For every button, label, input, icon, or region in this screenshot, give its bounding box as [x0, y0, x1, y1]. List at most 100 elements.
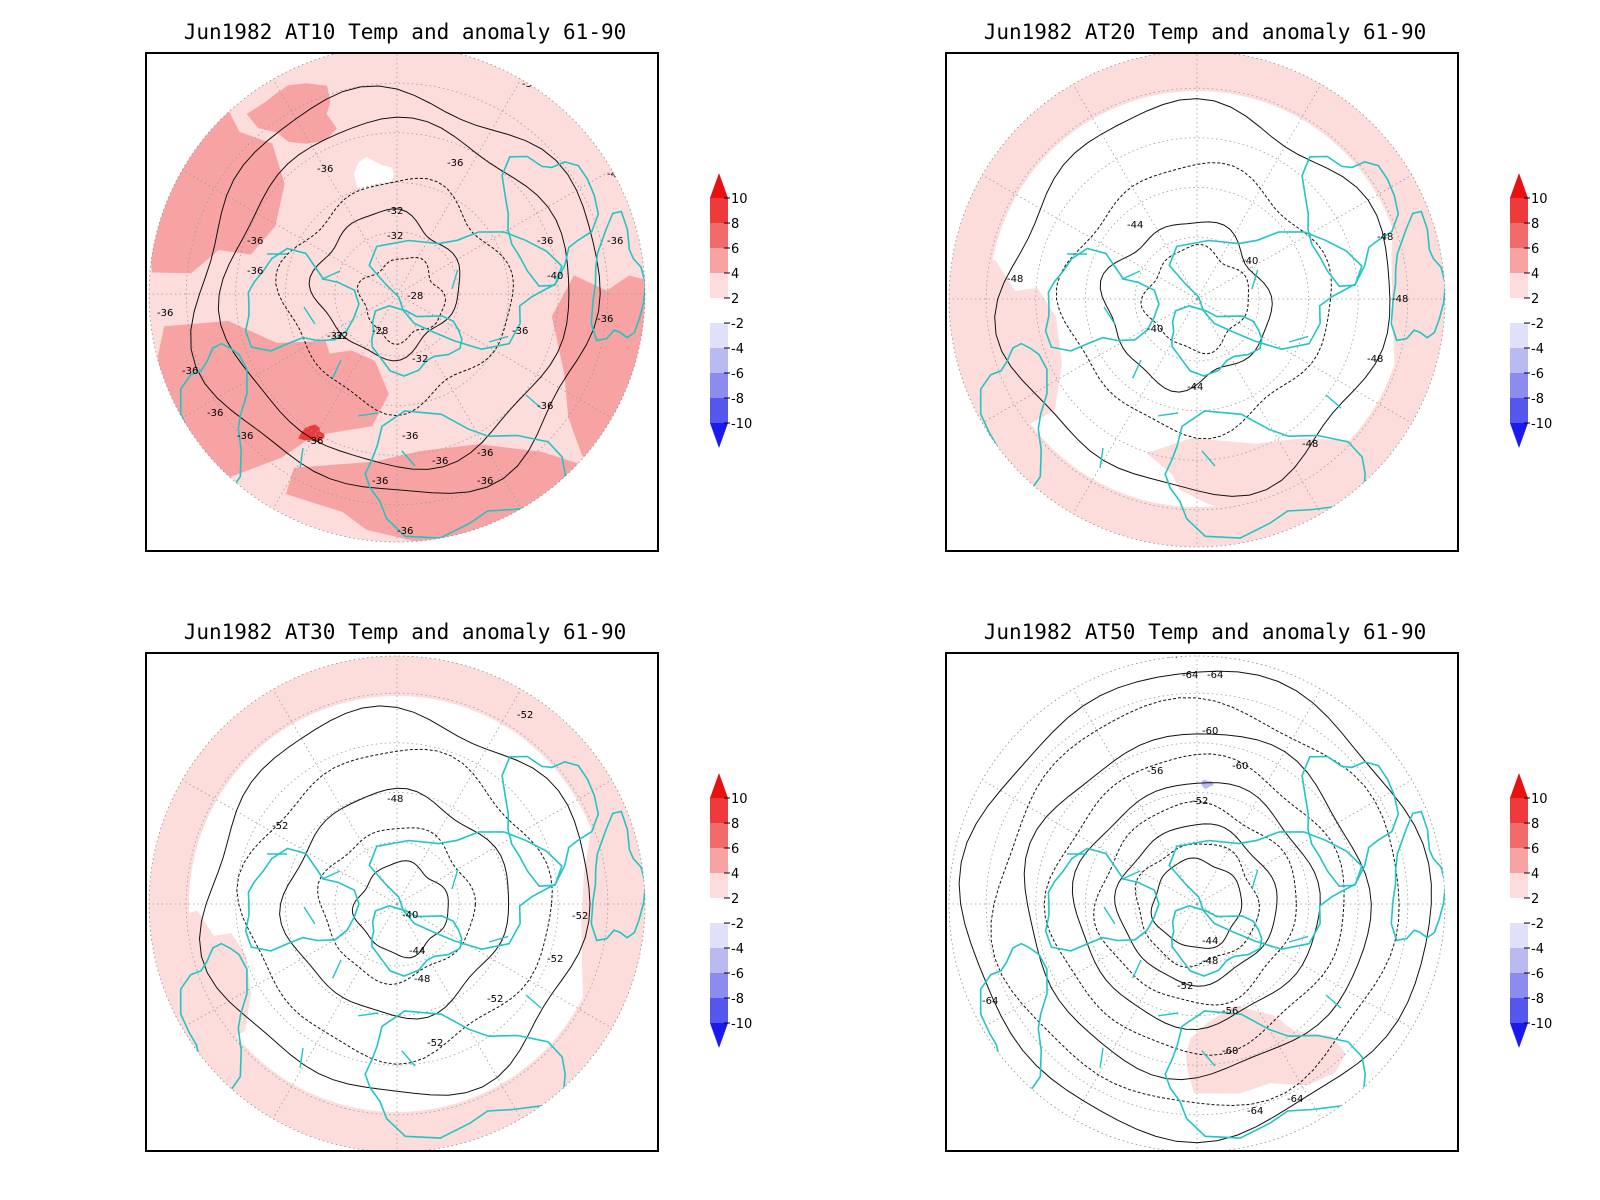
contour-label: -36 [182, 366, 198, 377]
country-border [1288, 335, 1309, 343]
colorbar-label: 2 [1531, 892, 1539, 907]
anomaly-shading [551, 275, 645, 506]
colorbar-segment [1510, 973, 1528, 998]
colorbar-segment [1510, 348, 1528, 373]
meridian-line [272, 79, 398, 295]
contour-label: -36 [597, 314, 613, 325]
temperature-contour [1140, 244, 1250, 355]
latitude-circle [1035, 137, 1359, 461]
coastline [1301, 755, 1400, 888]
temperature-contour [351, 860, 449, 959]
map-layers: -36-36-36-40-36-32-32 -36 -36-36-32-28-28-… [149, 54, 645, 542]
anomaly-shading [246, 83, 337, 144]
coastline [368, 831, 563, 951]
contour-label: -40 [1147, 324, 1163, 335]
contour-label: -60 [1232, 761, 1248, 772]
contour-label: -40 [607, 169, 623, 180]
latitude-circle [235, 742, 559, 1066]
colorbar-label: 6 [731, 842, 739, 857]
meridian-line [1072, 84, 1198, 300]
colorbar-segment [710, 198, 728, 223]
meridian-line [1072, 298, 1198, 514]
country-border [1103, 306, 1116, 325]
country-border [321, 270, 341, 280]
coastline [501, 755, 600, 888]
country-border [1099, 1047, 1104, 1068]
anomaly-shading [149, 321, 389, 480]
country-border [1251, 869, 1259, 890]
contour-label: -32 [387, 206, 403, 217]
colorbar-label: 2 [1531, 292, 1539, 307]
temperature-contour [1114, 823, 1278, 987]
colorbar-segment [710, 298, 728, 323]
colorbar-legend: 10 8 6 4 2 -2 -4 -6 -8 -10 [700, 770, 780, 1060]
coastline [1168, 231, 1363, 351]
latitude-circle [1035, 742, 1359, 1066]
colorbar-label: -8 [1531, 992, 1544, 1007]
contour-label: -28 [372, 326, 388, 337]
colorbar-arrow-down [1510, 423, 1528, 448]
map-boundary [148, 655, 646, 1150]
meridian-line [396, 689, 522, 905]
colorbar-segment [1510, 898, 1528, 923]
anomaly-shading [320, 245, 445, 354]
colorbar-segment [710, 823, 728, 848]
contour-label: -36 [537, 236, 553, 247]
colorbar-legend: 10 8 6 4 2 -2 -4 -6 -8 -10 [1500, 770, 1580, 1060]
country-border [1201, 1050, 1216, 1067]
contour-label: -44 [1187, 382, 1203, 393]
latitude-circle [284, 181, 509, 406]
polar-map: -44 -48 -40 -40 -44 -48 -48 -48 -48 [945, 52, 1459, 552]
temperature-contour [1055, 162, 1332, 440]
coastline [364, 1010, 567, 1139]
contour-label: -64 [1162, 654, 1178, 661]
colorbar-segment [1510, 848, 1528, 873]
colorbar-segment [1510, 248, 1528, 273]
contour-label: -48 [1392, 294, 1408, 305]
contour-label: -44 [409, 946, 425, 957]
contour-label: -36 [537, 401, 553, 412]
colorbar-segment [710, 973, 728, 998]
panel-at20: Jun1982 AT20 Temp and anomaly 61-90 -44-… [945, 0, 1600, 600]
colorbar-label: 4 [731, 867, 739, 882]
contour-label: -36 [607, 236, 623, 247]
contour-label: -36 [247, 236, 263, 247]
contour-label: -52 [1177, 981, 1193, 992]
contour-label: -32 [327, 331, 343, 342]
contour-label: -36 [157, 308, 173, 319]
contour-label: -36 [372, 476, 388, 487]
country-border [1325, 394, 1342, 409]
anomaly-shading [353, 157, 394, 190]
colorbar-segment [710, 373, 728, 398]
colorbar-label: -4 [731, 342, 744, 357]
meridian-line [1072, 689, 1198, 905]
country-border [401, 450, 416, 467]
colorbar-label: -8 [1531, 392, 1544, 407]
latitude-circle [185, 692, 609, 1116]
contour-label: -52 [1192, 796, 1208, 807]
anomaly-shading [1201, 779, 1214, 789]
polar-map: -36 -36 -36 -40 -36 -32 -32 -36 -36 -36 -32 -28 -28-… [145, 52, 659, 552]
anomaly-shading [298, 424, 325, 442]
country-border [358, 412, 379, 417]
colorbar-segment [1510, 923, 1528, 948]
coastline [979, 342, 1048, 490]
temperature-contour [1099, 221, 1273, 393]
country-border [1251, 269, 1259, 290]
contour-label: -64 [1247, 1106, 1263, 1117]
country-border [1158, 1012, 1179, 1017]
meridian-line [396, 169, 612, 295]
meridian-line [182, 779, 398, 905]
temperature-contour [1043, 753, 1345, 1056]
country-border [1121, 270, 1141, 280]
colorbar-arrow-down [1510, 1023, 1528, 1048]
meridian-line [1196, 903, 1322, 1119]
meridian-line [1196, 298, 1412, 424]
contour-label: -64 [1182, 670, 1198, 681]
contour-label: -48 [1377, 232, 1393, 243]
coastline [1170, 905, 1263, 977]
meridian-line [272, 689, 398, 905]
country-border [401, 1050, 416, 1067]
map-layers: -52 -52 -48 -40 -44 -48 -52 -52 -52 -52 [149, 656, 645, 1150]
colorbar-segment [710, 248, 728, 273]
